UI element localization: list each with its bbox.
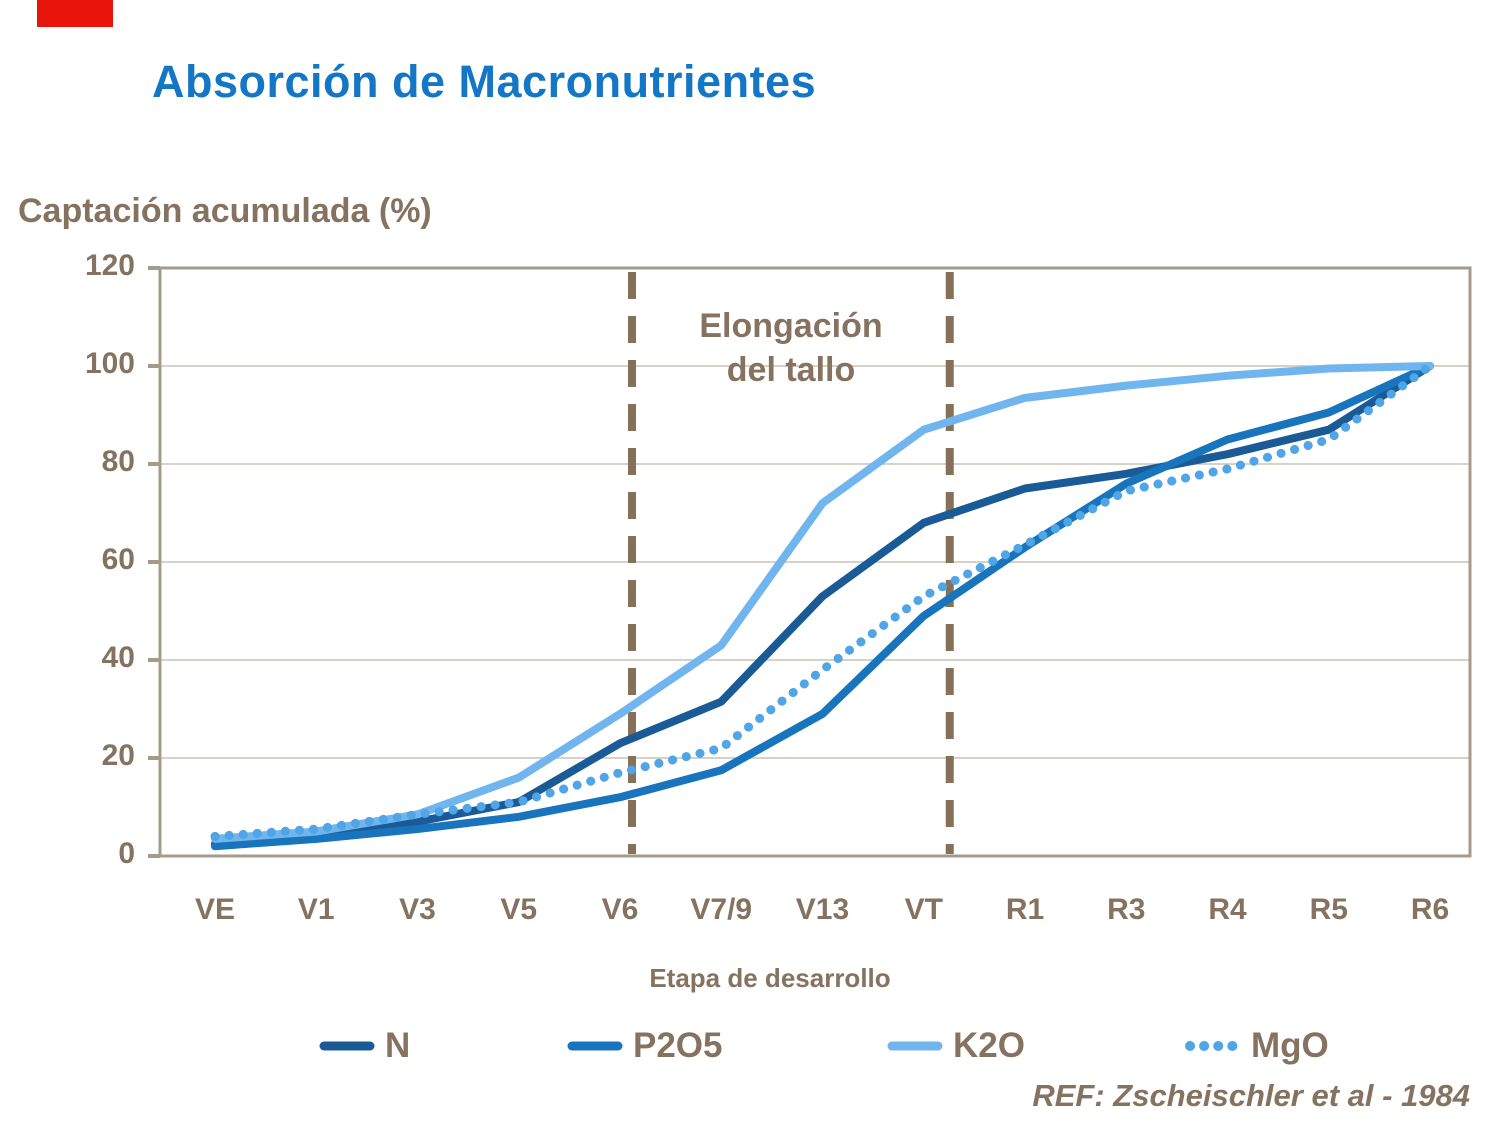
legend-label-K2O: K2O xyxy=(953,1026,1025,1065)
annotation-line2: del tallo xyxy=(726,351,856,389)
x-category-label-V1: V1 xyxy=(297,893,335,926)
x-category-label-R1: R1 xyxy=(1005,893,1045,926)
y-tick-label-80: 80 xyxy=(101,445,135,478)
x-category-label-V7/9: V7/9 xyxy=(690,893,753,926)
x-category-label-R4: R4 xyxy=(1208,893,1247,926)
series-line-K2O xyxy=(211,362,1434,843)
accent-bar xyxy=(37,0,113,27)
legend-item-P2O5: P2O5 xyxy=(566,1024,723,1068)
legend-item-N: N xyxy=(318,1024,410,1068)
x-category-label-VE: VE xyxy=(194,893,236,926)
series-line-MgO xyxy=(210,361,1435,841)
reference-text: REF: Zscheischler et al - 1984 xyxy=(1032,1078,1470,1113)
x-category-label-V6: V6 xyxy=(601,893,639,926)
x-category-label-VT: VT xyxy=(904,893,943,926)
legend-swatch-P2O5 xyxy=(567,1041,623,1051)
legend-item-K2O: K2O xyxy=(886,1024,1025,1068)
x-category-label-R3: R3 xyxy=(1107,893,1146,926)
y-tick-label-60: 60 xyxy=(101,543,135,576)
y-tick-label-20: 20 xyxy=(101,739,135,772)
legend-label-MgO: MgO xyxy=(1251,1026,1329,1065)
legend-swatch-K2O xyxy=(887,1041,943,1051)
legend-item-MgO: MgO xyxy=(1184,1024,1329,1068)
y-axis-title: Captación acumulada (%) xyxy=(18,192,432,230)
annotation-line1: Elongación xyxy=(699,307,883,345)
y-tick-label-40: 40 xyxy=(101,641,135,674)
x-axis-title: Etapa de desarrollo xyxy=(649,963,891,993)
x-category-label-R6: R6 xyxy=(1410,893,1450,926)
legend-swatch-MgO xyxy=(1185,1041,1241,1051)
x-category-label-V13: V13 xyxy=(795,893,850,926)
series-line-P2O5 xyxy=(211,362,1434,851)
y-tick-label-100: 100 xyxy=(84,347,135,380)
series-line-N xyxy=(211,362,1434,848)
x-category-label-V5: V5 xyxy=(500,893,538,926)
annotation-elongacion: Elongación del tallo xyxy=(571,304,1011,392)
y-tick-label-120: 120 xyxy=(84,249,135,282)
x-category-label-R5: R5 xyxy=(1309,893,1348,926)
y-tick-label-0: 0 xyxy=(118,837,135,870)
page-title: Absorción de Macronutrientes xyxy=(152,56,817,107)
x-category-label-V3: V3 xyxy=(399,893,436,926)
legend-label-N: N xyxy=(385,1026,411,1065)
legend-label-P2O5: P2O5 xyxy=(633,1026,723,1065)
legend-swatch-N xyxy=(319,1041,375,1051)
plot-border xyxy=(158,266,1472,858)
